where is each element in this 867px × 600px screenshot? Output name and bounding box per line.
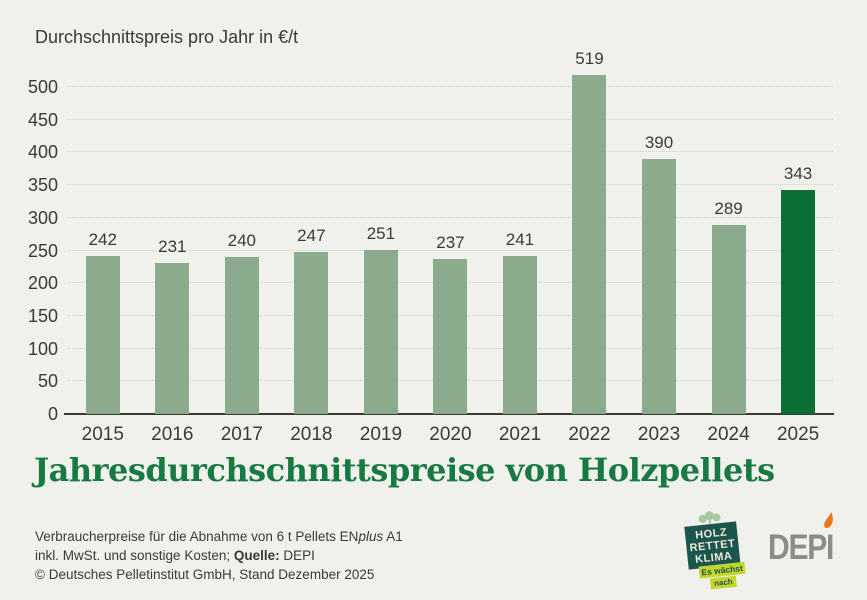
bar-group-2019: 251 2019 — [360, 60, 402, 445]
bar-group-2021: 241 2021 — [499, 60, 541, 445]
gridline-350 — [68, 184, 833, 186]
depi-logo-text: DEPI — [768, 528, 834, 567]
x-tick-label: 2025 — [776, 424, 820, 445]
y-tick-label: 300 — [27, 207, 58, 228]
bar-2018 — [294, 252, 329, 414]
plot-area: 0 50 100 150 200 250 300 350 400 450 500 242 2015 231… — [28, 49, 834, 445]
footnote-line-2: inkl. MwSt. und sonstige Kosten; Quelle:… — [35, 548, 315, 563]
bar-value-label: 343 — [783, 164, 813, 183]
bar-group-2016: 231 2016 — [151, 60, 193, 445]
bars-container: 242 2015 231 2016 240 2017 247 2018 251 2019 237 20… — [68, 49, 833, 445]
x-tick-label: 2022 — [568, 424, 611, 445]
bar-2017 — [224, 257, 259, 414]
bar-2021 — [502, 256, 537, 414]
bar-group-2024: 289 2024 — [707, 60, 749, 445]
x-tick-label: 2021 — [498, 424, 542, 445]
x-axis-line — [64, 413, 834, 415]
bar-value-label: 241 — [505, 230, 535, 249]
bar-value-label: 237 — [436, 233, 465, 252]
y-tick-label: 250 — [27, 240, 58, 261]
y-tick-label: 100 — [27, 338, 58, 359]
bar-value-label: 231 — [158, 237, 187, 256]
y-axis-title: Durchschnittspreis pro Jahr in €/t — [35, 27, 299, 47]
bar-value-label: 289 — [714, 199, 743, 218]
x-tick-label: 2020 — [429, 424, 472, 445]
x-tick-label: 2024 — [707, 424, 750, 445]
x-tick-label: 2023 — [637, 424, 681, 445]
bar-2016 — [155, 263, 190, 414]
y-tick-label: 200 — [27, 273, 58, 294]
x-tick-label: 2019 — [359, 424, 403, 445]
bar-2025 — [781, 190, 816, 414]
gridline-400 — [68, 151, 833, 153]
y-tick-label: 450 — [27, 109, 58, 130]
x-tick-label: 2018 — [290, 424, 333, 445]
bar-2024 — [711, 225, 746, 414]
bar-2019 — [363, 250, 398, 414]
footnote-line-3: © Deutsches Pelletinstitut GmbH, Stand D… — [35, 567, 375, 582]
bar-group-2015: 242 2015 — [82, 60, 124, 445]
badge-ribbon-2: nach — [709, 575, 737, 590]
bar-group-2025: 343 2025 — [777, 60, 819, 445]
y-tick-label: 400 — [27, 142, 58, 163]
x-tick-label: 2016 — [151, 424, 194, 445]
gridline-250 — [68, 249, 833, 251]
y-tick-label: 0 — [47, 404, 58, 424]
flame-icon — [823, 512, 833, 529]
bar-value-label: 519 — [575, 49, 604, 68]
bar-2023 — [642, 159, 677, 414]
bar-group-2023: 390 2023 — [638, 60, 680, 445]
gridline-300 — [68, 216, 833, 218]
gridline-450 — [68, 118, 833, 120]
bar-value-label: 251 — [366, 224, 396, 243]
bar-value-label: 242 — [88, 230, 117, 249]
footnote: Verbraucherpreise für die Abnahme von 6 … — [35, 527, 403, 584]
depi-logo: DEPI — [768, 512, 834, 567]
bar-value-label: 240 — [227, 231, 257, 250]
bar-2015 — [85, 256, 120, 414]
bar-group-2017: 240 2017 — [221, 60, 263, 445]
bar-group-2022: 519 2022 — [568, 49, 610, 445]
bar-group-2018: 247 2018 — [290, 60, 332, 445]
holz-rettet-klima-logo: HOLZ RETTET KLIMA Es wächst nach — [680, 508, 746, 594]
sprout-icon — [698, 511, 721, 525]
bar-group-2020: 237 2020 — [429, 60, 471, 445]
y-tick-label: 150 — [27, 305, 58, 326]
x-tick-label: 2015 — [81, 424, 124, 445]
y-tick-label: 50 — [37, 371, 58, 392]
bar-2020 — [433, 259, 468, 414]
bar-value-label: 247 — [297, 226, 326, 245]
y-tick-label: 350 — [27, 175, 58, 196]
footnote-line-1: Verbraucherpreise für die Abnahme von 6 … — [35, 529, 403, 544]
bar-2022 — [572, 75, 607, 414]
chart-title: Jahresdurchschnittspreise von Holzpellet… — [34, 451, 775, 489]
x-tick-label: 2017 — [220, 424, 263, 445]
gridline-500 — [68, 86, 833, 87]
y-tick-label: 500 — [27, 77, 58, 97]
bar-value-label: 390 — [644, 133, 674, 152]
